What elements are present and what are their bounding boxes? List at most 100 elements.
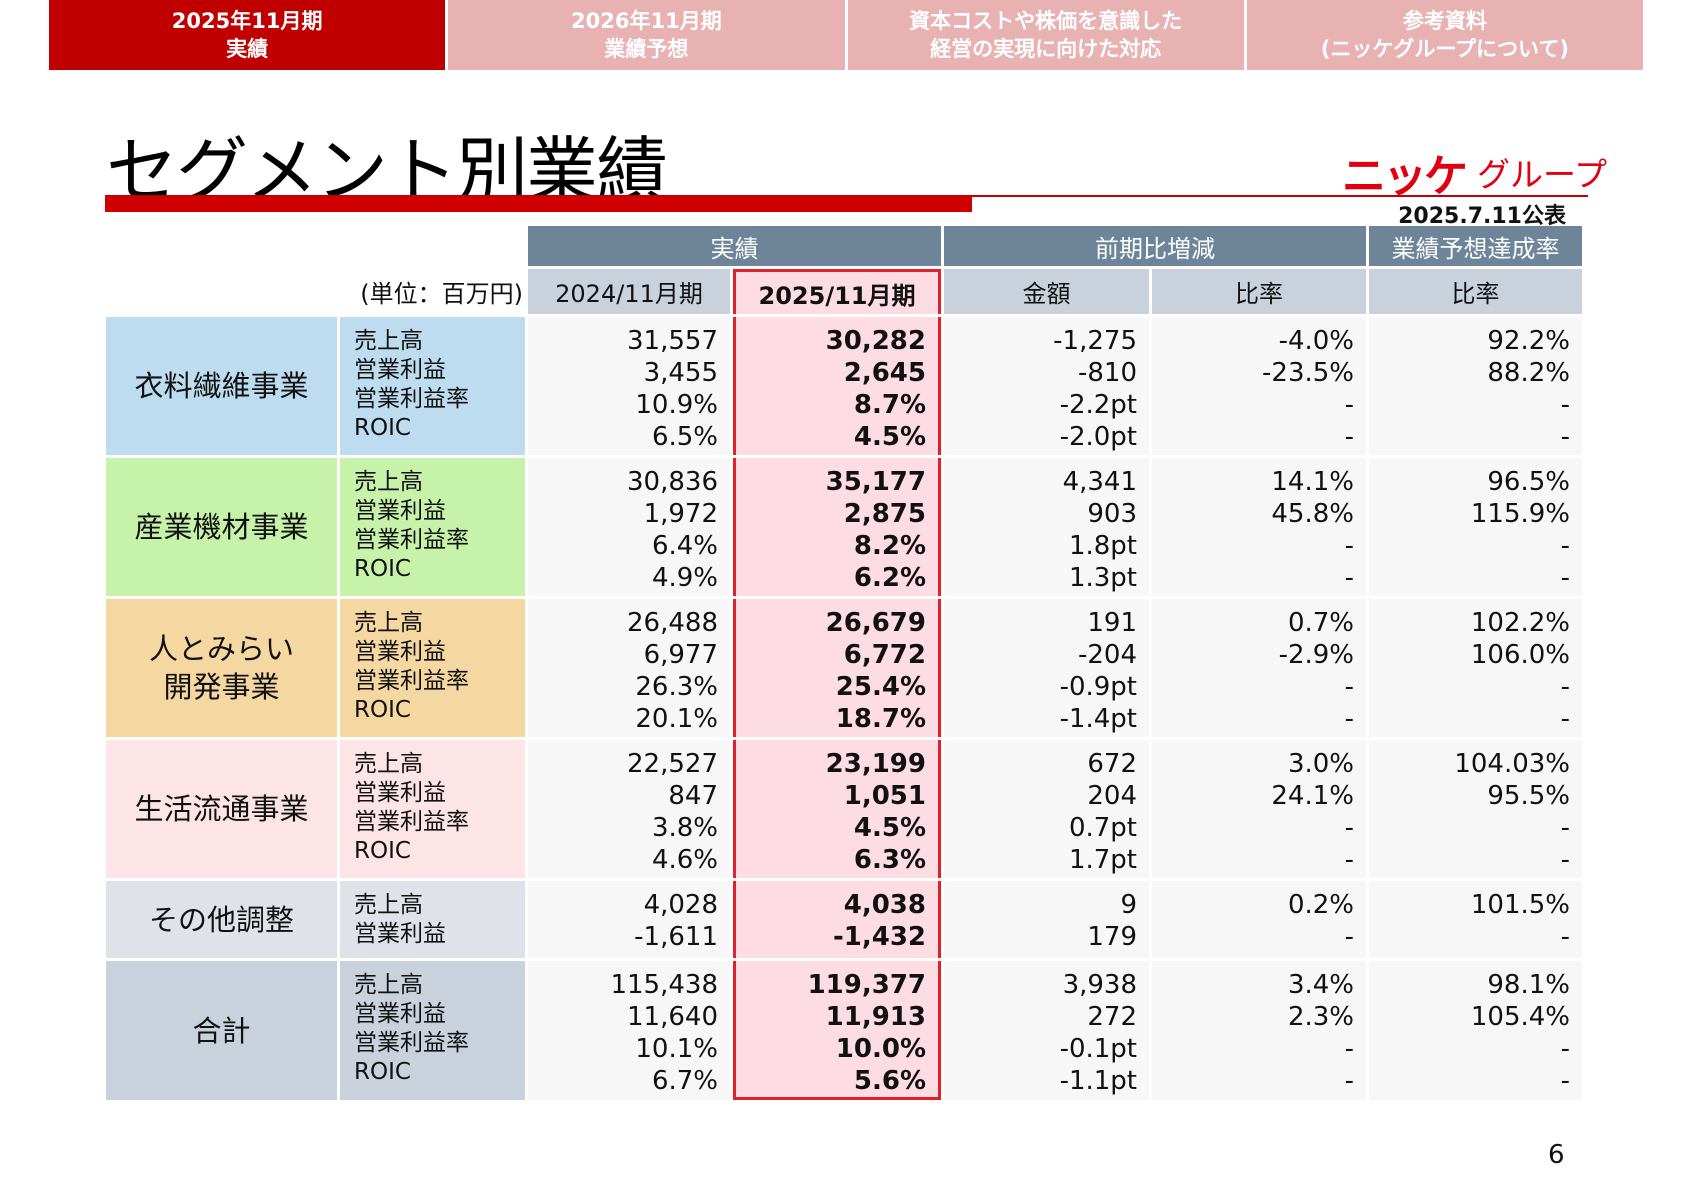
yoy-amount-values: 9 179 (944, 881, 1149, 958)
cell-value: - (1560, 563, 1570, 593)
cell-value: -1,432 (832, 922, 926, 952)
logo-text: グループ (1477, 155, 1608, 194)
table-row: 合計 売上高 営業利益 営業利益率 ROIC 115,438 11,640 10.1% 6.7%… (106, 961, 1582, 1100)
cell-value: - (1344, 422, 1354, 452)
cell-value: - (1344, 1034, 1354, 1064)
cell-value: 営業利益 (354, 921, 446, 947)
cell-value: 売上高 (354, 972, 423, 998)
tab-label: 資本コストや株価を意識した (909, 9, 1183, 33)
cell-value: 22,527 (627, 749, 718, 779)
subheader-achievement-ratio: 比率 (1369, 269, 1582, 314)
cell-value: 23,199 (825, 749, 926, 779)
subheader-fy2024: 2024/11月期 (528, 269, 730, 314)
cell-value: 106.0% (1470, 640, 1570, 670)
cell-value: ROIC (354, 415, 411, 441)
table-row: 生活流通事業 売上高 営業利益 営業利益率 ROIC 22,527 847 3.8% 4.6% 2… (106, 740, 1582, 878)
cell-value: -0.1pt (1059, 1034, 1137, 1064)
cell-value: 11,640 (627, 1002, 718, 1032)
cell-value: 96.5% (1487, 467, 1570, 497)
cell-value: 4,028 (643, 890, 718, 920)
cell-value: 0.7% (1287, 608, 1354, 638)
cell-value: - (1344, 1066, 1354, 1096)
cell-value: -1,611 (634, 922, 718, 952)
cell-value: 6.2% (853, 563, 926, 593)
cell-value: - (1560, 422, 1570, 452)
yoy-ratio-values: 14.1% 45.8% - - (1152, 458, 1366, 596)
cell-value: -0.9pt (1059, 672, 1137, 702)
segment-name: 衣料繊維事業 (106, 317, 337, 455)
cell-value: - (1560, 672, 1570, 702)
tab-reference[interactable]: 参考資料 (ニッケグループについて) (1246, 0, 1643, 70)
cell-value: 6.4% (651, 531, 718, 561)
page-number: 6 (1548, 1140, 1565, 1170)
yoy-amount-values: -1,275 -810 -2.2pt -2.0pt (944, 317, 1149, 455)
cell-value: 1.3pt (1068, 563, 1137, 593)
cell-value: - (1560, 531, 1570, 561)
cell-value: ROIC (354, 556, 411, 582)
achievement-values: 102.2% 106.0% - - (1369, 599, 1582, 737)
tab-label: 2026年11月期 (571, 9, 722, 33)
segment-name: その他調整 (106, 881, 337, 958)
subheader-fy2025: 2025/11月期 (733, 269, 941, 314)
metric-labels: 売上高 営業利益 営業利益率 ROIC (340, 740, 525, 878)
cell-value: - (1344, 922, 1354, 952)
segment-name: 産業機材事業 (106, 458, 337, 596)
cell-value: 26,679 (825, 608, 926, 638)
fy2025-values: 26,679 6,772 25.4% 18.7% (733, 599, 941, 737)
cell-value: 8.2% (853, 531, 926, 561)
cell-value: 272 (1087, 1002, 1137, 1032)
cell-value: 191 (1087, 608, 1137, 638)
cell-value: 営業利益率 (354, 809, 469, 835)
cell-value: 104.03% (1454, 749, 1570, 779)
table-row: 人とみらい 開発事業 売上高 営業利益 営業利益率 ROIC 26,488 6,977 26.3… (106, 599, 1582, 737)
subheader-ratio: 比率 (1152, 269, 1366, 314)
achievement-values: 96.5% 115.9% - - (1369, 458, 1582, 596)
achievement-values: 101.5% - (1369, 881, 1582, 958)
cell-value: 4,341 (1062, 467, 1137, 497)
tab-fy2025-results[interactable]: 2025年11月期 実績 (49, 0, 446, 70)
cell-value: -810 (1077, 358, 1137, 388)
cell-value: 営業利益 (354, 780, 446, 806)
yoy-ratio-values: 0.7% -2.9% - - (1152, 599, 1366, 737)
metric-labels: 売上高 営業利益 営業利益率 ROIC (340, 458, 525, 596)
header-yoy-change: 前期比増減 (944, 226, 1366, 266)
cell-value: 88.2% (1487, 358, 1570, 388)
cell-value: 11,913 (825, 1002, 926, 1032)
cell-value: 6.3% (853, 845, 926, 875)
yoy-ratio-values: 0.2% - (1152, 881, 1366, 958)
yoy-amount-values: 672 204 0.7pt 1.7pt (944, 740, 1149, 878)
segment-name: 合計 (106, 961, 337, 1100)
company-logo: ニッケ グループ (1342, 140, 1607, 204)
cell-value: 6,772 (843, 640, 926, 670)
cell-value: 98.1% (1487, 970, 1570, 1000)
yoy-amount-values: 3,938 272 -0.1pt -1.1pt (944, 961, 1149, 1100)
achievement-values: 98.1% 105.4% - - (1369, 961, 1582, 1100)
cell-value: 92.2% (1487, 326, 1570, 356)
cell-value: 1,051 (843, 781, 926, 811)
cell-value: -2.0pt (1059, 422, 1137, 452)
cell-value: 119,377 (807, 970, 926, 1000)
cell-value: 4.9% (651, 563, 718, 593)
tab-cost-of-capital[interactable]: 資本コストや株価を意識した 経営の実現に向けた対応 (847, 0, 1244, 70)
fy2024-values: 22,527 847 3.8% 4.6% (528, 740, 730, 878)
cell-value: 10.0% (835, 1034, 926, 1064)
cell-value: -1.1pt (1059, 1066, 1137, 1096)
yoy-ratio-values: 3.4% 2.3% - - (1152, 961, 1366, 1100)
cell-value: 営業利益率 (354, 527, 469, 553)
cell-value: - (1560, 922, 1570, 952)
cell-value: 3,938 (1062, 970, 1137, 1000)
cell-value: 25.4% (835, 672, 926, 702)
tab-fy2026-forecast[interactable]: 2026年11月期 業績予想 (448, 0, 845, 70)
cell-value: 8.7% (853, 390, 926, 420)
cell-value: - (1344, 845, 1354, 875)
tab-label: 実績 (226, 37, 269, 61)
cell-value: 営業利益率 (354, 668, 469, 694)
section-tabs: 2025年11月期 実績 2026年11月期 業績予想 資本コストや株価を意識した経… (49, 0, 1643, 70)
cell-value: 115.9% (1470, 499, 1570, 529)
cell-value: 105.4% (1470, 1002, 1570, 1032)
cell-value: - (1344, 813, 1354, 843)
cell-value: -1,275 (1053, 326, 1137, 356)
cell-value: 営業利益 (354, 498, 446, 524)
empty-corner (106, 226, 525, 266)
cell-value: 1,972 (643, 499, 718, 529)
